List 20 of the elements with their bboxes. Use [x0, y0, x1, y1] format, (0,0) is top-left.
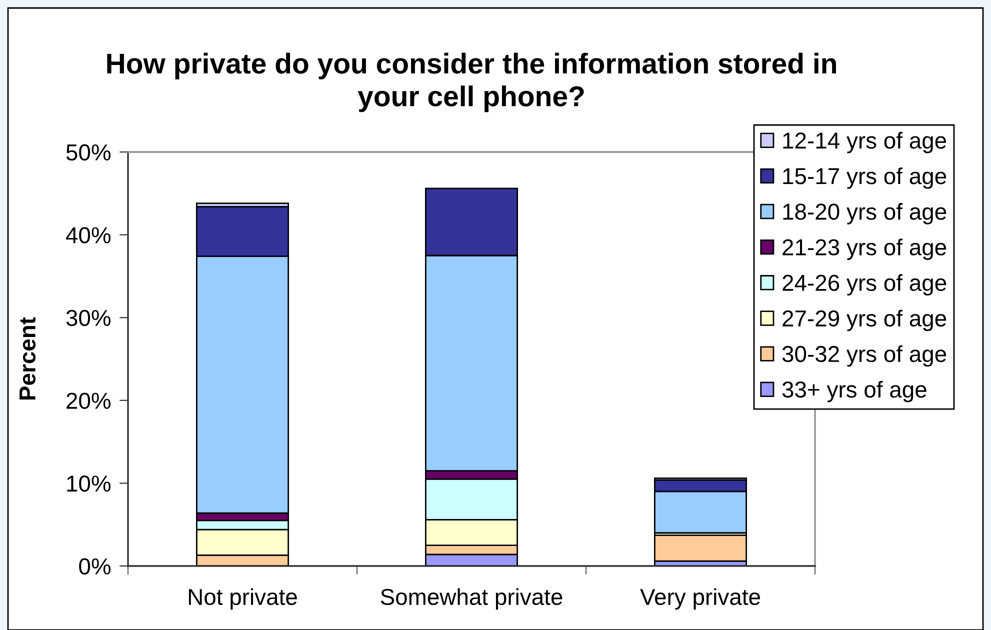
- legend-label: 30-32 yrs of age: [782, 345, 946, 367]
- legend-label: 18-20 yrs of age: [783, 203, 946, 224]
- y-axis-title: Percent: [20, 317, 36, 400]
- y-tick-label: 10%: [67, 476, 111, 492]
- y-tick-label: 0%: [79, 558, 111, 575]
- y-tick-label: 50%: [66, 144, 111, 161]
- y-tick-label: 20%: [66, 392, 111, 409]
- legend-label: 33+ yrs of age: [782, 380, 926, 402]
- x-tick-label: Not private: [188, 588, 297, 610]
- legend-label: 24-26 yrs of age: [782, 274, 946, 296]
- x-tick-label: Somewhat private: [380, 588, 562, 610]
- bar: [654, 534, 747, 562]
- legend-label: 27-29 yrs of age: [782, 310, 946, 332]
- y-tick-label: 30%: [66, 310, 111, 326]
- chart-title: How private do you consider the information stored in your cell phone?: [107, 52, 836, 112]
- y-tick-label: 40%: [66, 227, 111, 244]
- x-tick-label: Very private: [640, 588, 760, 610]
- legend-label: 15-17 yrs of age: [783, 167, 946, 189]
- legend-label: 21-23 yrs of age: [782, 238, 946, 260]
- legend-label: 12-14 yrs of age: [783, 132, 946, 154]
